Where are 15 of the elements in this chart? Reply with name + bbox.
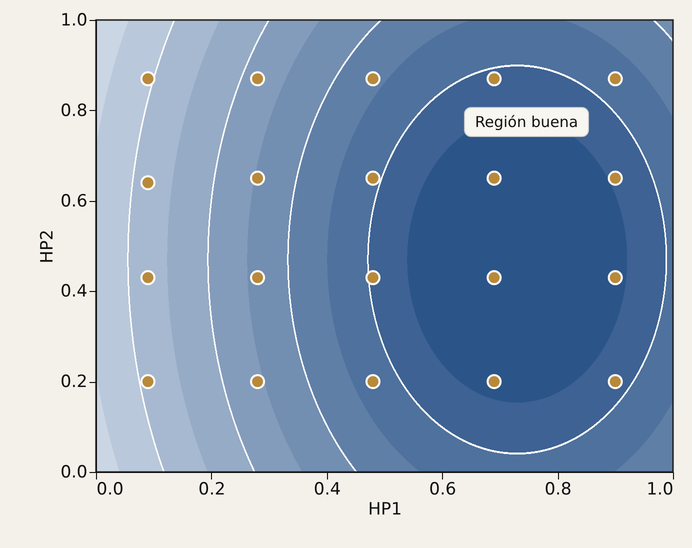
y-tick-label: 0.4 [60,282,88,302]
x-tick-label: 1.0 [646,480,674,500]
x-tick-label: 0.8 [544,480,572,500]
y-axis-title: HP2 [37,230,58,264]
y-tick-label: 0.8 [60,100,88,121]
x-tick-label: 0.4 [314,480,341,500]
x-tick-label: 0.0 [96,480,124,500]
annotation: Región buena [464,107,590,137]
x-tick-label: 0.2 [198,480,226,500]
y-tick-label: 1.0 [60,10,88,30]
y-tick-label: 0.0 [60,462,88,482]
x-tick-label: 0.6 [429,480,456,500]
y-tick-label: 0.6 [60,191,88,212]
x-axis-title: HP1 [368,500,402,520]
y-tick-label: 0.2 [60,372,88,392]
